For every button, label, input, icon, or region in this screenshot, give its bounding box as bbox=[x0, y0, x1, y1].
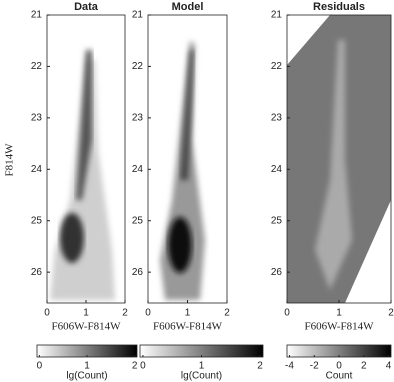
y-tick-label: 24 bbox=[31, 164, 43, 175]
colorbar-tick-label: 2 bbox=[361, 361, 367, 372]
colorbar-tick-label: 0 bbox=[140, 361, 146, 372]
colorbar-tick-label: 4 bbox=[386, 361, 392, 372]
panel-title: Model bbox=[172, 1, 204, 13]
panel-title: Data bbox=[74, 1, 99, 13]
y-axis-label: F814W bbox=[4, 143, 16, 177]
y-tick-label: 25 bbox=[132, 215, 144, 226]
density-image bbox=[50, 50, 115, 300]
colorbar-label: lg(Count) bbox=[181, 371, 222, 382]
x-axis-label: F606W-F814W bbox=[304, 321, 374, 333]
y-tick-label: 26 bbox=[132, 267, 144, 278]
x-tick-label: 1 bbox=[83, 308, 89, 319]
y-tick-label: 24 bbox=[271, 164, 283, 175]
colorbar-tick-label: -4 bbox=[285, 361, 294, 372]
panel-title: Residuals bbox=[313, 1, 365, 13]
y-tick-label: 21 bbox=[31, 10, 43, 21]
colorbar-tick-label: 2 bbox=[257, 361, 263, 372]
y-tick-label: 24 bbox=[132, 164, 144, 175]
x-tick-label: 0 bbox=[145, 308, 151, 319]
y-tick-label: 21 bbox=[132, 10, 144, 21]
density-image bbox=[287, 15, 391, 303]
colorbar-tick-label: 1 bbox=[199, 361, 205, 372]
y-tick-label: 22 bbox=[132, 61, 144, 72]
x-tick-label: 0 bbox=[284, 308, 290, 319]
density-image bbox=[160, 40, 205, 300]
y-tick-label: 26 bbox=[271, 267, 283, 278]
x-tick-label: 1 bbox=[336, 308, 342, 319]
x-tick-label: 2 bbox=[224, 308, 230, 319]
colorbar-tick-label: 1 bbox=[84, 361, 90, 372]
y-tick-label: 23 bbox=[132, 112, 144, 123]
x-tick-label: 2 bbox=[388, 308, 394, 319]
colorbar-label: Count bbox=[326, 371, 353, 382]
x-axis-label: F606W-F814W bbox=[51, 321, 121, 333]
y-tick-label: 23 bbox=[271, 112, 283, 123]
y-tick-label: 23 bbox=[31, 112, 43, 123]
y-tick-label: 25 bbox=[271, 215, 283, 226]
colorbar-tick-label: 2 bbox=[132, 361, 138, 372]
x-axis-label: F606W-F814W bbox=[153, 321, 223, 333]
colorbar-tick-label: -2 bbox=[310, 361, 319, 372]
y-tick-label: 22 bbox=[31, 61, 43, 72]
y-tick-label: 25 bbox=[31, 215, 43, 226]
colorbar-tick-label: 0 bbox=[37, 361, 43, 372]
x-tick-label: 2 bbox=[122, 308, 128, 319]
colorbar-tick-label: 0 bbox=[336, 361, 342, 372]
x-tick-label: 1 bbox=[185, 308, 191, 319]
colorbar-label: lg(Count) bbox=[66, 371, 107, 382]
y-tick-label: 22 bbox=[271, 61, 283, 72]
y-tick-label: 21 bbox=[271, 10, 283, 21]
y-tick-label: 26 bbox=[31, 267, 43, 278]
x-tick-label: 0 bbox=[44, 308, 50, 319]
